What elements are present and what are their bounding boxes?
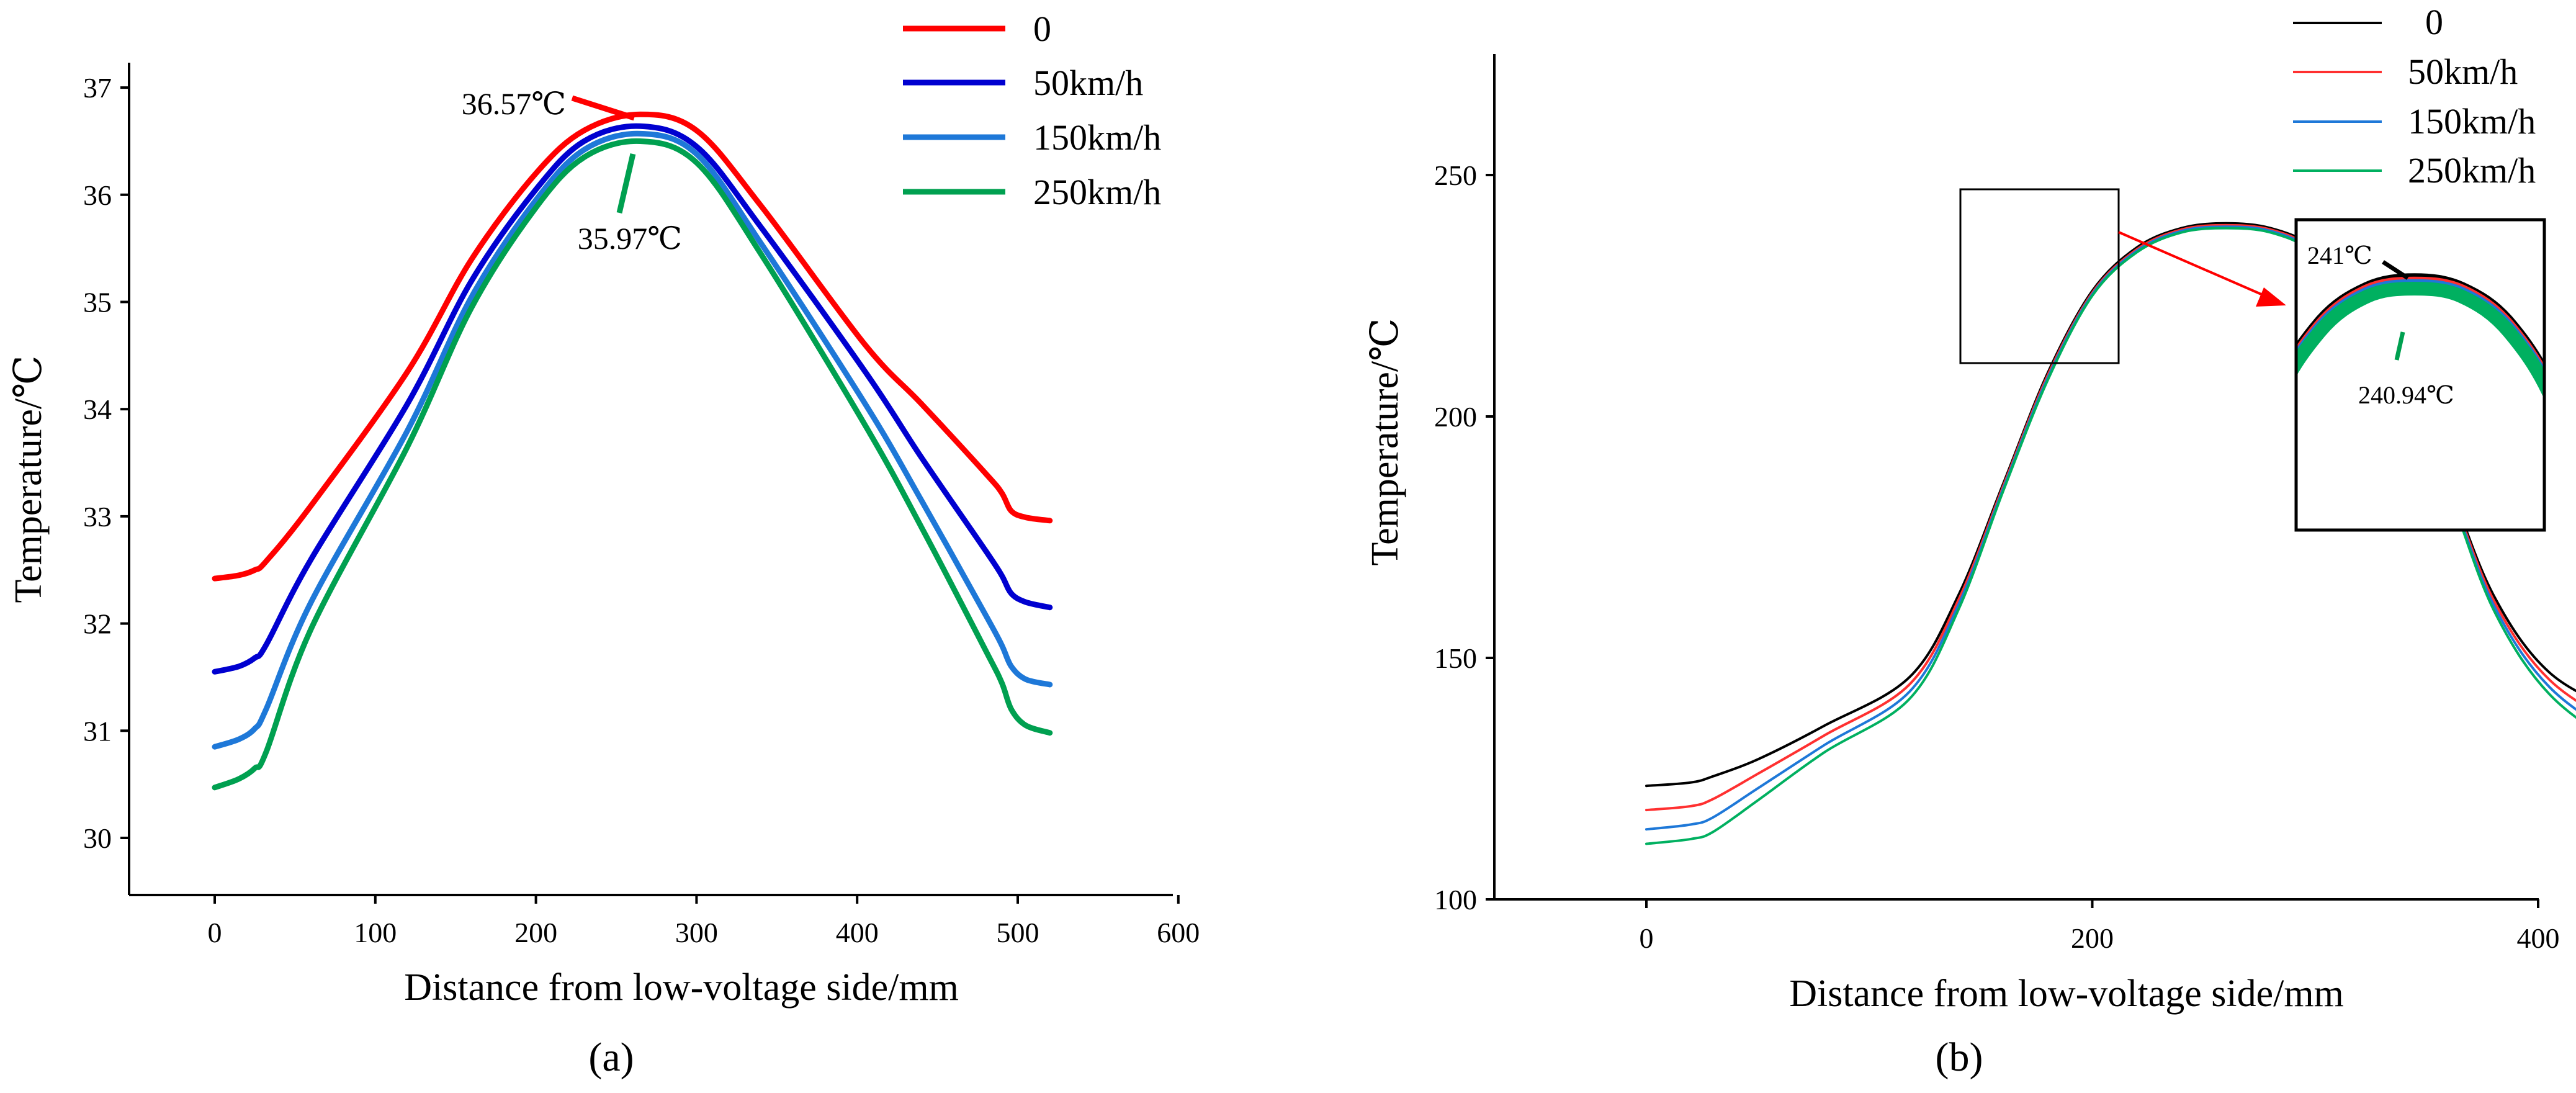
legend-label: 0 [1033,9,1051,49]
y-tick-label: 36 [83,179,112,211]
panel-b-x-ticks: 0200400600 [1640,899,2560,954]
legend-label: 150km/h [2408,101,2536,142]
panel-b-inset-leader-min [2394,331,2405,361]
y-tick-label: 250 [1434,160,1477,191]
series-line-2 [1645,225,2576,831]
x-tick-label: 500 [997,917,1039,948]
panel-b-zoom-arrowhead [2256,287,2286,307]
panel-a-x-axis-title: Distance from low-voltage side/mm [404,966,959,1009]
legend-label: 250km/h [2408,150,2536,191]
panel-b-inset-bg [2296,220,2544,530]
x-tick-label: 200 [514,917,557,948]
x-tick-label: 0 [208,917,222,948]
panel-a-x-ticks: 0 100 200 300 400 500 600 [208,895,1200,948]
series-line-3 [212,138,1053,791]
panel-b-legend: 0 50km/h 150km/h 250km/h [2293,2,2536,191]
legend-entry: 0 [903,9,1051,49]
panel-a-curves [212,111,1053,791]
y-tick-label: 33 [83,501,112,533]
legend-entry: 0 [2293,2,2443,42]
x-tick-label: 400 [836,917,879,948]
y-tick-label: 30 [83,822,112,854]
y-tick-label: 100 [1434,884,1477,915]
panel-b-inset-annotation-min: 240.94℃ [2358,381,2454,409]
panel-a-annotation-leader-min [616,153,636,214]
legend-label: 250km/h [1033,172,1161,212]
panel-a-legend: 0 50km/h 150km/h 250km/h [903,9,1161,212]
legend-entry: 50km/h [2293,52,2518,92]
x-tick-label: 200 [2071,922,2114,954]
panel-a-label: (a) [588,1035,634,1080]
y-tick-label: 35 [83,287,112,318]
legend-entry: 50km/h [903,63,1143,103]
panel-b-zoom-region [1959,188,2120,364]
legend-label: 150km/h [1033,117,1161,158]
panel-b-label: (b) [1936,1035,1983,1080]
panel-b-inset-curves [2296,273,2544,400]
panel-a-plot-area [212,111,1053,791]
x-tick-label: 0 [1640,922,1654,954]
panel-b-inset-leader-max [2382,260,2409,280]
legend-label: 50km/h [2408,52,2518,92]
series-line-1 [212,123,1053,675]
legend-label: 0 [2425,2,2443,42]
series-line-0 [1645,222,2576,788]
y-tick-label: 32 [83,608,112,640]
panel-a-annotation-leader-max [571,95,635,121]
panel-b-y-axis-title: Temperature/℃ [1364,318,1406,566]
panel-a-annotation-min: 35.97℃ [578,221,682,256]
x-tick-label: 300 [675,917,718,948]
panel-b-zoom-arrow [2118,231,2273,300]
legend-label: 50km/h [1033,63,1143,103]
panel-a-annotation-max: 36.57℃ [462,86,566,121]
x-tick-label: 100 [354,917,397,948]
panel-b-curves [1645,222,2576,845]
inset-series-line-3 [2296,282,2544,400]
series-line-1 [1645,223,2576,812]
series-line-3 [1645,227,2576,845]
legend-entry: 150km/h [2293,101,2536,142]
panel-b-inset-frame [2294,218,2546,532]
panel-b-inset: 241℃ 240.94℃ [2294,218,2546,532]
legend-entry: 150km/h [903,117,1161,158]
x-tick-label: 600 [1157,917,1200,948]
panel-b-x-axis-title: Distance from low-voltage side/mm [1789,973,2344,1015]
y-tick-label: 150 [1434,642,1477,674]
panel-a: 0 100 200 300 400 500 600 30 31 32 33 34 35 36 37 Dis… [7,9,1200,1080]
y-tick-label: 200 [1434,401,1477,433]
panel-b-inset-annotation-max: 241℃ [2307,241,2372,269]
y-tick-label: 31 [83,715,112,747]
x-tick-label: 400 [2517,922,2560,954]
series-line-2 [212,130,1053,750]
legend-entry: 250km/h [2293,150,2536,191]
panel-b-y-ticks: 100 150 200 250 [1434,160,1494,915]
panel-a-y-ticks: 30 31 32 33 34 35 36 37 [83,72,129,854]
y-tick-label: 34 [83,394,112,425]
y-tick-label: 37 [83,72,112,104]
legend-entry: 250km/h [903,172,1161,212]
panel-a-y-axis-title: Temperature/℃ [7,356,50,603]
